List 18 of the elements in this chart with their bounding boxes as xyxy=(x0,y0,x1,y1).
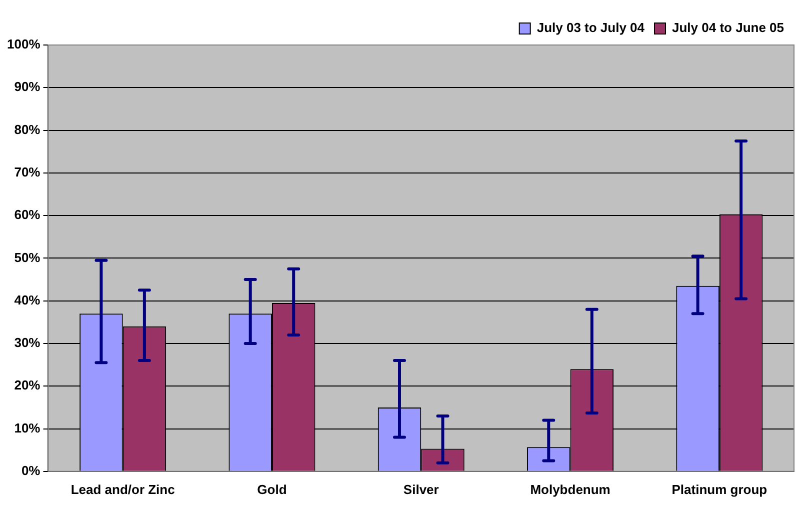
x-tick-label: Lead and/or Zinc xyxy=(70,482,175,497)
x-tick-label: Silver xyxy=(403,482,439,497)
x-tick-label: Gold xyxy=(257,482,287,497)
y-tick-label: 80% xyxy=(14,122,41,137)
y-tick-label: 40% xyxy=(14,292,41,308)
y-tick-label: 90% xyxy=(14,79,41,94)
y-tick-label: 30% xyxy=(14,335,41,350)
y-tick-label: 20% xyxy=(14,378,41,393)
y-tick-label: 100% xyxy=(7,36,41,52)
y-tick-label: 10% xyxy=(14,420,41,436)
y-tick-label: 50% xyxy=(14,250,41,265)
x-tick-label: Platinum group xyxy=(672,482,768,497)
y-tick-label: 0% xyxy=(21,462,41,478)
legend-label: July 03 to July 04 xyxy=(536,20,646,36)
y-tick-label: 70% xyxy=(14,164,41,180)
legend-label: July 04 to June 05 xyxy=(672,20,784,36)
y-tick-label: 60% xyxy=(14,207,41,222)
x-tick-label: Molybdenum xyxy=(530,482,610,497)
